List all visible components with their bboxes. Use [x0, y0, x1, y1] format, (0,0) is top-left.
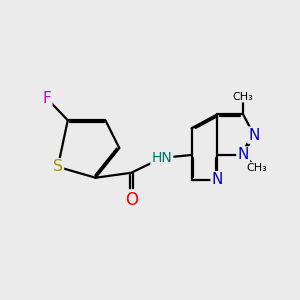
Text: N: N [237, 148, 249, 163]
Text: CH₃: CH₃ [247, 163, 267, 173]
Text: N: N [248, 128, 260, 142]
Text: F: F [43, 91, 51, 106]
Text: S: S [53, 159, 63, 174]
Text: CH₃: CH₃ [233, 92, 254, 101]
Text: O: O [125, 190, 138, 208]
Text: HN: HN [152, 151, 172, 165]
Text: N: N [212, 172, 223, 187]
